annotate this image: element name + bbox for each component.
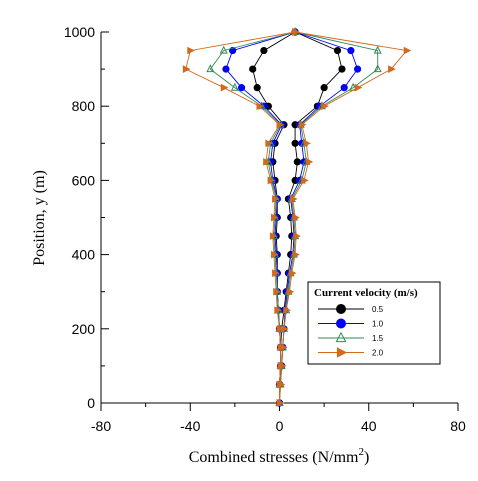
data-point — [301, 176, 309, 185]
data-point — [293, 232, 301, 240]
legend-title: Current velocity (m/s) — [314, 287, 418, 299]
data-point — [281, 324, 289, 333]
data-point — [260, 46, 268, 55]
data-point — [320, 84, 328, 92]
data-point — [321, 102, 329, 111]
data-point — [182, 65, 191, 73]
data-point — [276, 399, 285, 407]
data-point — [292, 213, 300, 222]
data-point — [286, 287, 295, 296]
y-tick-label: 800 — [72, 98, 96, 114]
x-axis-title-end: ) — [364, 449, 369, 466]
x-axis-title: Combined stresses (N/mm2) — [189, 446, 370, 466]
data-point — [373, 64, 382, 73]
legend: Current velocity (m/s) 0.5 1.0 1.5 2.0 — [307, 281, 441, 365]
data-point — [347, 46, 355, 55]
data-point — [206, 64, 215, 73]
data-point — [187, 46, 195, 55]
x-tick-label: 80 — [450, 418, 466, 434]
data-point — [274, 306, 282, 315]
y-tick-label: 400 — [72, 247, 96, 263]
data-point — [279, 343, 288, 352]
series-group — [182, 27, 412, 407]
data-point — [222, 65, 230, 73]
data-point — [230, 82, 239, 91]
data-point — [340, 84, 348, 92]
data-point — [354, 83, 363, 92]
data-point — [265, 139, 274, 148]
legend-label: 1.0 — [372, 320, 384, 329]
x-axis-title-main: Combined stresses (N/mm — [189, 449, 359, 466]
legend-label: 2.0 — [372, 349, 384, 358]
data-point — [353, 65, 362, 73]
x-tick-label: -40 — [180, 418, 200, 434]
legend-marker — [335, 303, 346, 314]
data-point — [267, 176, 276, 185]
data-point — [298, 120, 307, 129]
y-tick-label: 600 — [72, 172, 96, 188]
data-point — [292, 28, 300, 36]
data-point — [276, 324, 285, 333]
y-tick-label: 0 — [87, 395, 95, 411]
data-point — [249, 65, 257, 73]
data-point — [270, 213, 279, 222]
legend-marker — [335, 331, 347, 343]
data-point — [270, 250, 279, 259]
legend-marker — [336, 347, 348, 358]
data-point — [278, 362, 287, 370]
data-point — [272, 269, 280, 277]
data-point — [403, 46, 412, 55]
data-point — [373, 45, 382, 54]
axes: 0 200 400 600 800 1000 -80 -40 0 40 80 — [64, 24, 466, 434]
legend-marker — [335, 318, 346, 329]
y-axis-title: Position, y (m) — [31, 170, 48, 266]
data-point — [269, 232, 278, 240]
x-tick-label: 0 — [276, 418, 284, 434]
data-point — [333, 46, 342, 55]
data-point — [277, 380, 286, 389]
x-tick-label: 40 — [361, 418, 377, 434]
data-point — [291, 139, 299, 147]
data-point — [220, 83, 229, 92]
data-point — [305, 158, 314, 166]
data-point — [303, 139, 311, 148]
data-point — [253, 84, 261, 92]
data-point — [292, 250, 300, 259]
data-point — [256, 102, 265, 111]
data-point — [338, 65, 346, 73]
data-point — [288, 269, 297, 277]
data-point — [237, 84, 246, 92]
legend-label: 1.5 — [372, 334, 384, 343]
data-point — [289, 195, 298, 203]
y-tick-label: 200 — [72, 321, 96, 337]
data-point — [273, 287, 281, 296]
x-tick-label: -80 — [91, 418, 111, 434]
x-axis-title-sup: 2 — [358, 446, 364, 458]
y-tick-label: 1000 — [64, 24, 95, 40]
legend-label: 0.5 — [372, 305, 384, 314]
series-2.0 — [182, 28, 412, 407]
data-point — [293, 158, 301, 166]
data-point — [219, 45, 228, 54]
data-point — [283, 306, 291, 315]
data-point — [388, 65, 396, 73]
data-point — [263, 158, 271, 166]
data-point — [276, 120, 285, 129]
data-point — [272, 195, 280, 203]
